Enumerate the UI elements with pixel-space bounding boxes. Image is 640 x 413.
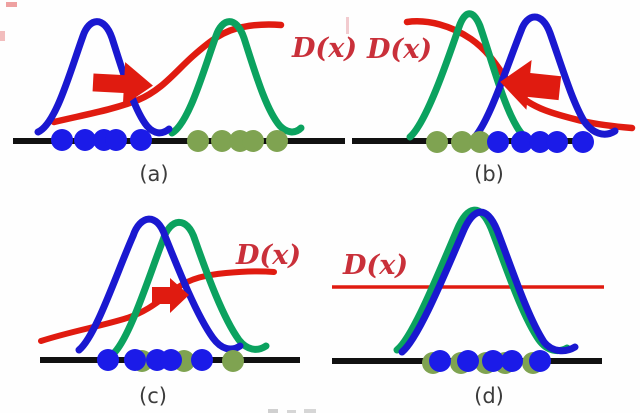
artifact-red-dash-top-left (6, 2, 17, 7)
blue-data-dot (74, 129, 96, 151)
blue-dots-c (97, 349, 213, 371)
olive-data-dot (211, 130, 233, 152)
caption-b: (b) (474, 162, 504, 186)
discriminator-curve-c (38, 268, 277, 344)
blue-bell-curve-c (75, 215, 244, 354)
blue-bell-curve-d (398, 208, 579, 356)
blue-data-dot (511, 131, 533, 153)
dx-label-c: D(x) (235, 240, 301, 271)
olive-dots-b (426, 131, 491, 153)
olive-data-dot (187, 130, 209, 152)
blue-data-dot (51, 129, 73, 151)
caption-c: (c) (139, 384, 167, 408)
blue-bell-curve-a (34, 18, 173, 137)
olive-data-dot (426, 131, 448, 153)
panel-b: D(x) (b) (352, 10, 636, 186)
blue-data-dot (482, 350, 504, 372)
olive-data-dot (451, 131, 473, 153)
blue-bell-curve-b (468, 13, 619, 144)
blue-data-dot (130, 129, 152, 151)
shift-right-arrow-icon (92, 62, 153, 107)
blue-data-dot (191, 349, 213, 371)
blue-data-dot (529, 350, 551, 372)
caption-d: (d) (474, 384, 504, 408)
blue-dots-b (487, 131, 594, 153)
blue-data-dot (572, 131, 594, 153)
dx-label-a: D(x) (291, 33, 357, 64)
shift-right-small-arrow-icon (152, 278, 189, 313)
panel-c: D(x) (c) (38, 215, 301, 408)
blue-data-dot (97, 349, 119, 371)
blue-dots-a (51, 129, 152, 151)
discriminator-curve-a (50, 21, 285, 126)
olive-dots-a (187, 130, 288, 152)
artifact-bottom-smudge-1 (268, 409, 278, 413)
dx-label-d: D(x) (342, 250, 408, 281)
blue-data-dot (529, 131, 551, 153)
artifact-pink-tick (346, 17, 349, 34)
olive-data-dot (266, 130, 288, 152)
scan-artifacts (0, 2, 349, 413)
caption-a: (a) (139, 162, 168, 186)
blue-data-dot (160, 349, 182, 371)
blue-data-dot (501, 350, 523, 372)
panel-a: D(x) (a) (13, 18, 357, 186)
panel-d: D(x) (d) (332, 206, 604, 408)
olive-data-dot (222, 350, 244, 372)
blue-data-dot (487, 131, 509, 153)
green-bell-curve-a (168, 18, 305, 137)
green-bell-curve-d (393, 206, 571, 355)
shift-left-arrow-icon (500, 60, 562, 110)
blue-data-dot (457, 350, 479, 372)
blue-data-dot (429, 350, 451, 372)
artifact-bottom-smudge-3 (304, 409, 316, 413)
blue-data-dot (124, 349, 146, 371)
artifact-red-dash-left-edge (0, 31, 5, 41)
dx-label-b: D(x) (366, 34, 432, 65)
blue-dots-d (429, 350, 551, 372)
artifact-bottom-smudge-2 (287, 410, 296, 413)
olive-data-dot (469, 131, 491, 153)
blue-data-dot (546, 131, 568, 153)
olive-data-dot (242, 130, 264, 152)
blue-data-dot (105, 129, 127, 151)
